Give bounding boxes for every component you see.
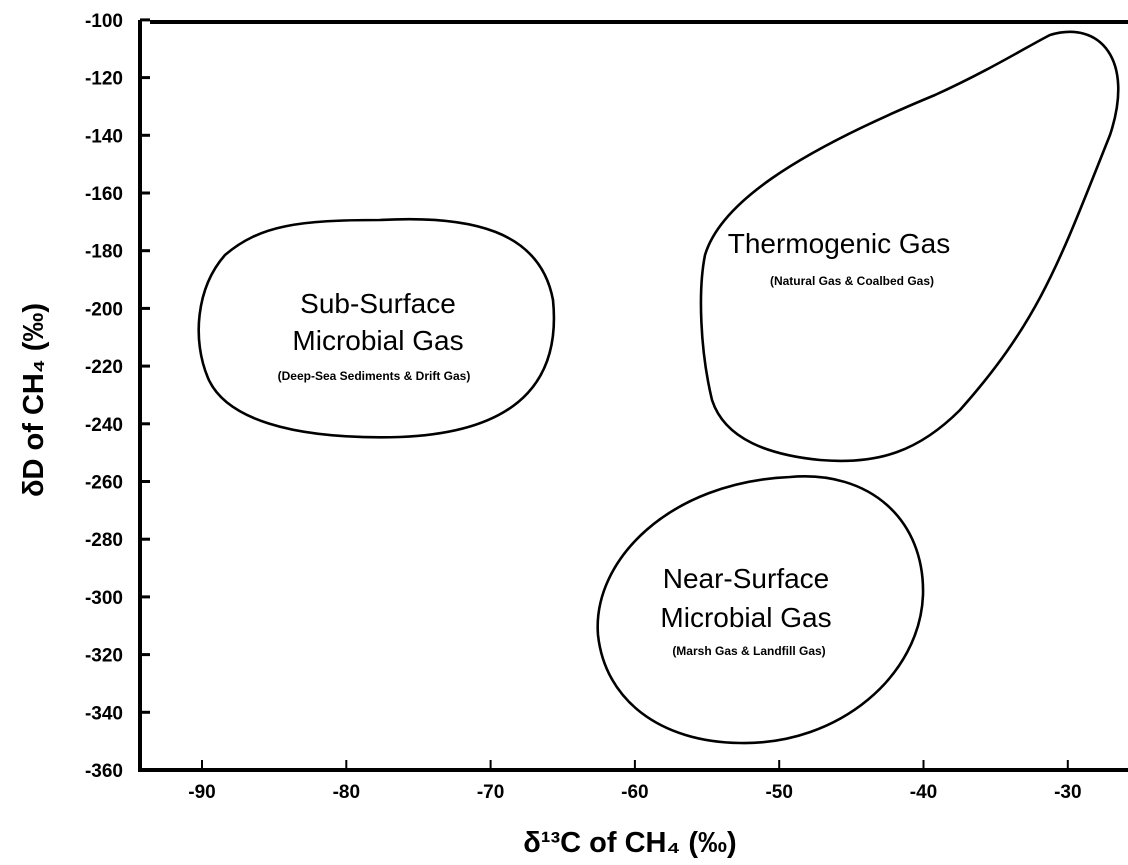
- x-tick-label: -30: [1054, 782, 1081, 803]
- y-tick-label: -220: [85, 357, 123, 378]
- x-tick-label: -90: [188, 782, 215, 803]
- y-tick-label: -340: [85, 703, 123, 724]
- region-nearsurface-outline: [596, 475, 925, 745]
- x-tick-label: -40: [910, 782, 937, 803]
- x-tick-label: -70: [477, 782, 504, 803]
- region-subsurface-title-line2: Microbial Gas: [292, 325, 463, 356]
- region-nearsurface-title-line2: Microbial Gas: [660, 602, 831, 633]
- y-axis-title: δD of CH₄ (‰): [18, 303, 50, 497]
- y-tick-label: -360: [85, 761, 123, 782]
- region-thermogenic-outline: [699, 30, 1120, 463]
- y-tick-label: -100: [85, 11, 123, 32]
- region-subsurface-title-line1: Sub-Surface: [300, 288, 456, 319]
- x-axis-ticks: -90 -80 -70 -60 -50 -40 -30: [188, 760, 1082, 803]
- x-axis-title: δ¹³C of CH₄ (‰): [523, 827, 736, 859]
- y-axis-ticks: -100 -120 -140 -160 -180 -200 -220 -240 -260 -280…: [85, 11, 150, 782]
- y-tick-label: -140: [85, 126, 123, 147]
- region-nearsurface-title-line1: Near-Surface: [663, 563, 830, 594]
- x-tick-label: -80: [333, 782, 360, 803]
- y-tick-label: -120: [85, 69, 123, 90]
- region-nearsurface-sublabel: (Marsh Gas & Landfill Gas): [672, 644, 825, 658]
- y-tick-label: -200: [85, 299, 123, 320]
- y-tick-label: -280: [85, 530, 123, 551]
- y-tick-label: -260: [85, 473, 123, 494]
- region-subsurface-outline: [197, 217, 556, 439]
- region-subsurface-sublabel: (Deep-Sea Sediments & Drift Gas): [278, 369, 471, 383]
- region-thermogenic-title: Thermogenic Gas: [728, 228, 951, 259]
- x-tick-label: -50: [765, 782, 792, 803]
- y-tick-label: -160: [85, 184, 123, 205]
- y-tick-label: -180: [85, 242, 123, 263]
- y-tick-label: -320: [85, 646, 123, 667]
- y-tick-label: -300: [85, 588, 123, 609]
- x-tick-label: -60: [621, 782, 648, 803]
- y-tick-label: -240: [85, 415, 123, 436]
- region-thermogenic-sublabel: (Natural Gas & Coalbed Gas): [770, 274, 934, 288]
